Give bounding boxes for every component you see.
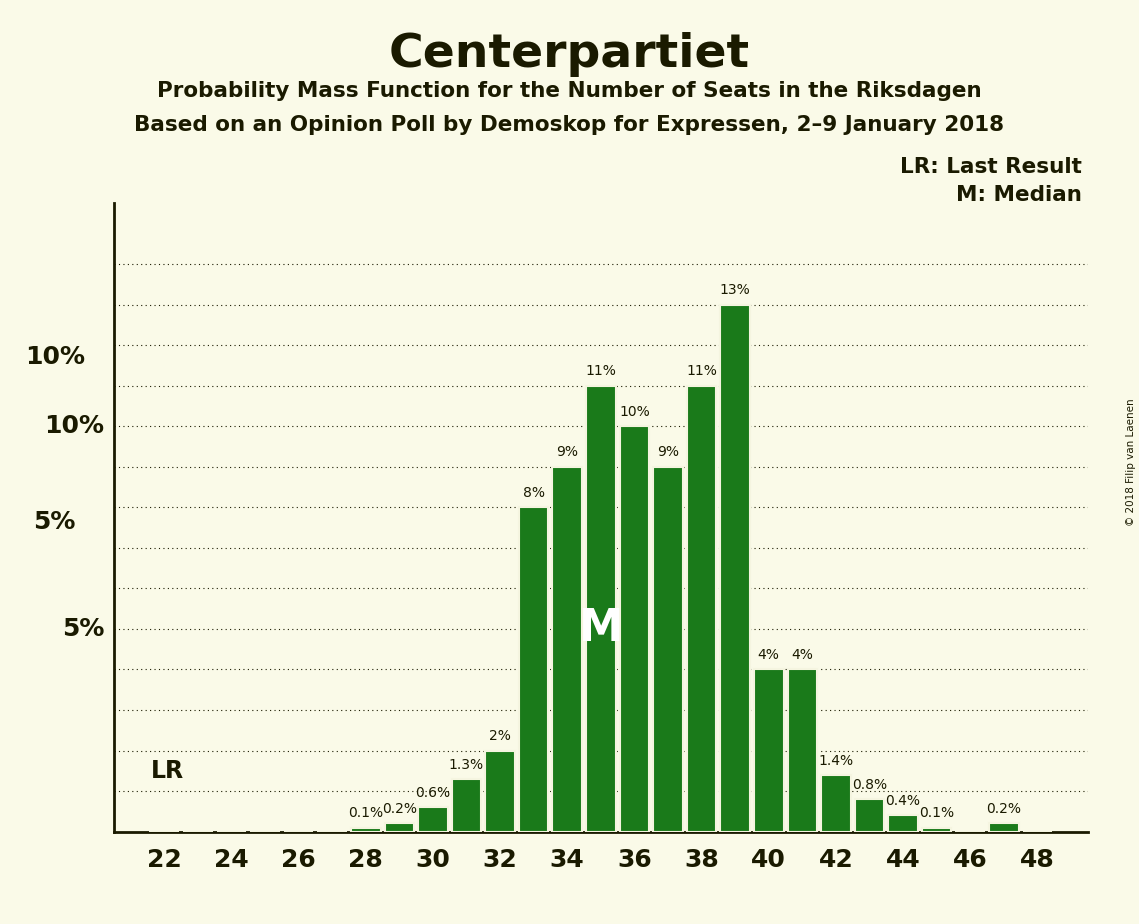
Bar (754, 670, 784, 832)
Bar (821, 775, 851, 832)
Text: 5%: 5% (33, 510, 76, 534)
Text: 13%: 13% (720, 284, 751, 298)
Text: 0.1%: 0.1% (919, 807, 954, 821)
Bar (921, 828, 951, 832)
Text: M: M (579, 607, 623, 650)
Bar (720, 305, 749, 832)
Text: M: Median: M: Median (956, 185, 1082, 205)
Text: Based on an Opinion Poll by Demoskop for Expressen, 2–9 January 2018: Based on an Opinion Poll by Demoskop for… (134, 115, 1005, 135)
Bar (519, 507, 549, 832)
Text: 0.2%: 0.2% (382, 802, 417, 816)
Bar (653, 467, 682, 832)
Bar (452, 779, 482, 832)
Text: 1.3%: 1.3% (449, 758, 484, 772)
Text: 8%: 8% (523, 486, 544, 500)
Text: 11%: 11% (686, 364, 718, 379)
Bar (351, 828, 380, 832)
Text: Probability Mass Function for the Number of Seats in the Riksdagen: Probability Mass Function for the Number… (157, 81, 982, 102)
Text: 4%: 4% (792, 648, 813, 663)
Text: LR: Last Result: LR: Last Result (900, 157, 1082, 177)
Text: 0.6%: 0.6% (416, 786, 451, 800)
Text: 11%: 11% (585, 364, 616, 379)
Bar (787, 670, 817, 832)
Bar (620, 426, 649, 832)
Bar (552, 467, 582, 832)
Text: © 2018 Filip van Laenen: © 2018 Filip van Laenen (1126, 398, 1136, 526)
Text: 0.1%: 0.1% (349, 807, 384, 821)
Text: 10%: 10% (44, 414, 105, 438)
Text: 4%: 4% (757, 648, 780, 663)
Text: 0.4%: 0.4% (885, 794, 920, 808)
Text: 10%: 10% (618, 405, 649, 419)
Bar (385, 823, 415, 832)
Bar (888, 815, 918, 832)
Bar (418, 808, 448, 832)
Text: 0.2%: 0.2% (986, 802, 1022, 816)
Text: 5%: 5% (62, 617, 105, 641)
Text: LR: LR (150, 759, 185, 783)
Bar (587, 385, 615, 832)
Bar (854, 799, 884, 832)
Text: 1.4%: 1.4% (818, 754, 853, 768)
Text: 9%: 9% (657, 445, 679, 459)
Bar (989, 823, 1018, 832)
Bar (687, 385, 716, 832)
Bar (485, 750, 515, 832)
Text: 10%: 10% (25, 345, 84, 369)
Text: 2%: 2% (489, 729, 511, 743)
Text: 0.8%: 0.8% (852, 778, 887, 792)
Text: Centerpartiet: Centerpartiet (388, 32, 751, 78)
Text: 9%: 9% (556, 445, 579, 459)
